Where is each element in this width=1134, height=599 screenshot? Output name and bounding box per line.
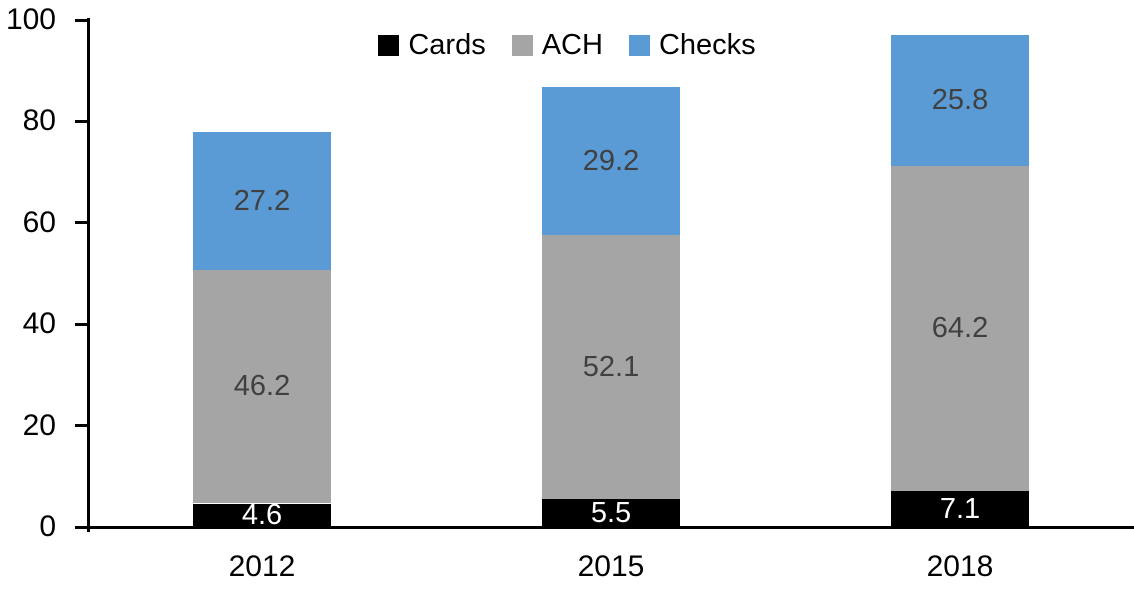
legend-label: Cards bbox=[408, 29, 486, 61]
bar-segment-ach-2015: 52.1 bbox=[542, 235, 680, 499]
y-axis-tick-mark bbox=[75, 120, 87, 123]
y-axis-tick-mark bbox=[75, 526, 87, 529]
bar-value-label: 25.8 bbox=[931, 84, 989, 116]
bar-segment-ach-2018: 64.2 bbox=[891, 166, 1029, 491]
bar-segment-cards-2015: 5.5 bbox=[542, 496, 680, 529]
legend-label: ACH bbox=[541, 29, 603, 61]
legend-swatch-ach bbox=[511, 35, 533, 56]
legend-swatch-cards bbox=[378, 35, 400, 56]
bar-value-label: 7.1 bbox=[939, 492, 981, 525]
y-axis-tick-label: 40 bbox=[22, 307, 56, 340]
legend-label: Checks bbox=[658, 29, 756, 61]
y-axis-tick-mark bbox=[75, 424, 87, 427]
y-axis-tick-label: 0 bbox=[39, 510, 56, 543]
bar-value-label: 4.6 bbox=[241, 499, 283, 531]
bar-segment-checks-2015: 29.2 bbox=[542, 87, 680, 235]
y-axis-tick-mark bbox=[75, 19, 87, 22]
y-axis-tick-label: 80 bbox=[22, 104, 56, 137]
bar-segment-cards-2018: 7.1 bbox=[891, 491, 1029, 527]
bar-value-label: 27.2 bbox=[233, 184, 291, 217]
chart-legend: Cards ACH Checks bbox=[0, 31, 1134, 60]
y-axis-tick-mark bbox=[75, 323, 87, 326]
y-axis-tick-label: 60 bbox=[22, 206, 56, 239]
legend-swatch-checks bbox=[628, 35, 650, 56]
bar-value-label: 64.2 bbox=[931, 312, 989, 344]
bar-segment-cards-2012: 4.6 bbox=[193, 499, 331, 531]
bar-value-label: 46.2 bbox=[233, 369, 291, 402]
x-axis-label: 2015 bbox=[577, 550, 645, 583]
y-axis-line bbox=[87, 18, 90, 532]
legend-item-checks: Checks bbox=[628, 29, 756, 61]
y-axis-tick-label: 20 bbox=[22, 409, 56, 442]
bar-segment-ach-2012: 46.2 bbox=[193, 269, 331, 503]
bar-segment-checks-2018: 25.8 bbox=[891, 35, 1029, 166]
bar-value-label: 5.5 bbox=[590, 496, 632, 529]
bar-value-label: 29.2 bbox=[582, 144, 640, 177]
legend-item-cards: Cards bbox=[378, 29, 486, 61]
bar-value-label: 52.1 bbox=[582, 350, 640, 383]
legend-item-ach: ACH bbox=[511, 29, 603, 61]
bar-segment-checks-2012: 27.2 bbox=[193, 132, 331, 270]
x-axis-label: 2012 bbox=[228, 550, 296, 583]
x-axis-label: 2018 bbox=[926, 550, 994, 583]
y-axis-tick-label: 100 bbox=[5, 3, 56, 36]
x-axis-line bbox=[75, 526, 1134, 529]
y-axis-tick-mark bbox=[75, 221, 87, 224]
